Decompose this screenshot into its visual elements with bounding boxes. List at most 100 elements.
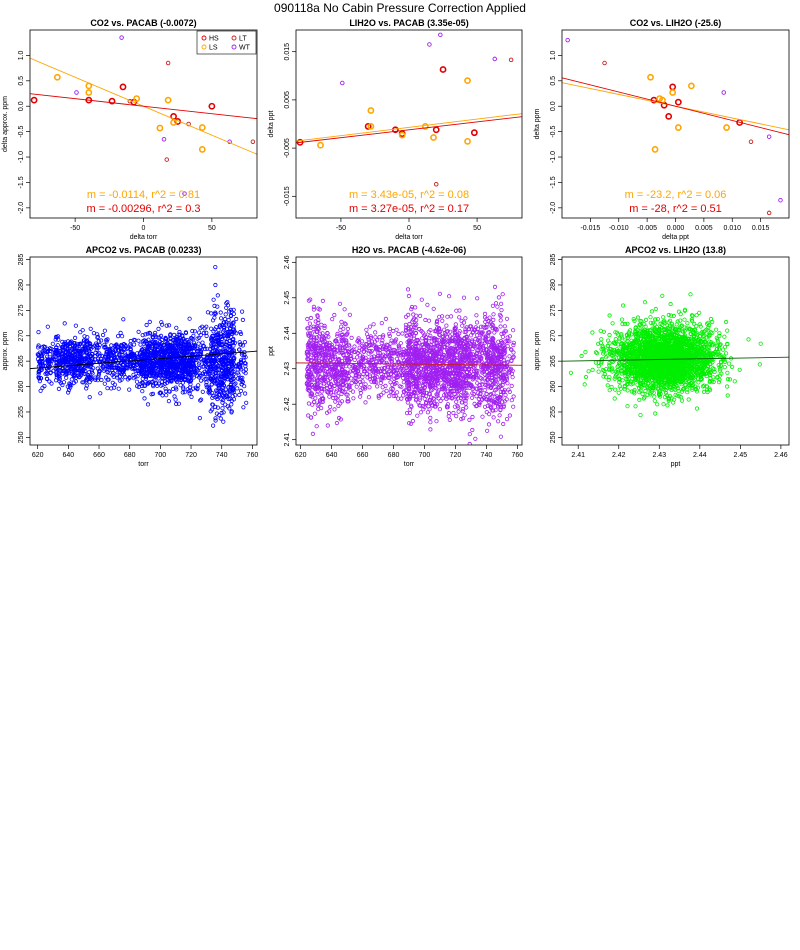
data-point	[486, 318, 491, 324]
y-tick-label: 275	[18, 304, 25, 316]
data-point	[35, 345, 41, 350]
data-point	[509, 383, 514, 388]
data-point	[346, 351, 352, 356]
y-tick-label: 255	[18, 406, 25, 418]
data-point	[48, 370, 54, 375]
data-point	[484, 325, 489, 330]
data-point	[166, 355, 171, 360]
data-point	[40, 349, 45, 354]
data-point	[140, 389, 145, 394]
data-point	[202, 372, 207, 377]
data-point	[221, 410, 226, 415]
data-point	[375, 355, 380, 361]
data-point	[64, 355, 69, 360]
data-point-ls	[367, 107, 375, 114]
data-point	[87, 394, 92, 400]
data-point	[366, 395, 371, 400]
data-point	[404, 327, 409, 332]
data-point	[426, 355, 431, 360]
data-point	[479, 330, 485, 336]
data-point	[229, 379, 234, 384]
data-point	[138, 381, 143, 386]
data-point	[127, 387, 132, 392]
data-point	[455, 396, 461, 401]
y-tick-label: 285	[18, 254, 25, 266]
data-point	[228, 383, 233, 388]
data-point	[320, 298, 325, 303]
data-point	[354, 355, 360, 360]
data-point	[198, 398, 203, 403]
data-point	[434, 419, 439, 424]
data-point	[447, 391, 452, 396]
data-point	[342, 356, 348, 361]
data-point	[211, 297, 216, 302]
data-point	[455, 346, 460, 351]
data-point-ls	[398, 131, 406, 139]
data-point	[140, 332, 145, 338]
data-point-ls	[464, 77, 471, 85]
data-point	[366, 351, 371, 356]
data-point	[204, 382, 209, 388]
data-point	[77, 361, 82, 367]
data-point	[468, 373, 473, 379]
data-point	[378, 392, 384, 397]
data-point	[226, 377, 231, 382]
data-point	[72, 348, 77, 353]
data-point	[511, 342, 516, 348]
data-point	[220, 406, 225, 411]
data-point	[497, 384, 502, 389]
data-point	[221, 333, 226, 338]
data-point	[359, 339, 365, 344]
data-point	[113, 365, 118, 370]
data-point	[314, 384, 319, 389]
data-point	[215, 396, 220, 402]
data-point	[484, 409, 489, 415]
x-tick-label: 0	[407, 225, 411, 232]
data-point	[160, 322, 165, 327]
data-point	[391, 328, 396, 334]
data-point	[83, 339, 88, 344]
data-point	[428, 327, 433, 333]
data-point	[344, 387, 349, 392]
data-point	[204, 333, 209, 339]
data-point	[156, 348, 161, 353]
data-point	[413, 379, 419, 384]
data-point	[111, 374, 116, 379]
data-point-ls	[198, 124, 206, 131]
data-point	[498, 434, 503, 439]
data-point	[168, 332, 173, 337]
data-point	[490, 365, 496, 370]
plot-area	[30, 264, 257, 428]
data-point	[331, 362, 336, 367]
data-point	[421, 356, 426, 362]
data-point	[205, 310, 210, 315]
data-point	[173, 373, 178, 378]
data-point	[455, 334, 460, 339]
data-point	[341, 352, 346, 357]
x-tick-label: -50	[336, 225, 346, 232]
data-point	[501, 348, 506, 353]
data-point	[367, 365, 372, 371]
data-point	[439, 341, 444, 346]
data-point	[390, 356, 395, 362]
data-point	[53, 347, 59, 353]
data-point	[44, 376, 50, 382]
data-point	[308, 361, 313, 366]
data-point	[435, 382, 440, 387]
data-point	[322, 325, 327, 330]
data-point	[367, 385, 372, 390]
data-point	[238, 358, 243, 363]
data-point	[491, 399, 496, 404]
data-point	[109, 347, 114, 352]
data-point	[415, 344, 421, 349]
x-tick-label: 700	[155, 452, 167, 459]
data-point	[491, 391, 496, 396]
data-point	[327, 384, 333, 389]
data-point	[314, 344, 319, 349]
data-point	[394, 380, 399, 386]
data-point	[347, 364, 352, 369]
data-point	[387, 375, 392, 380]
legend-label: HS	[209, 36, 219, 43]
data-point	[417, 327, 422, 332]
